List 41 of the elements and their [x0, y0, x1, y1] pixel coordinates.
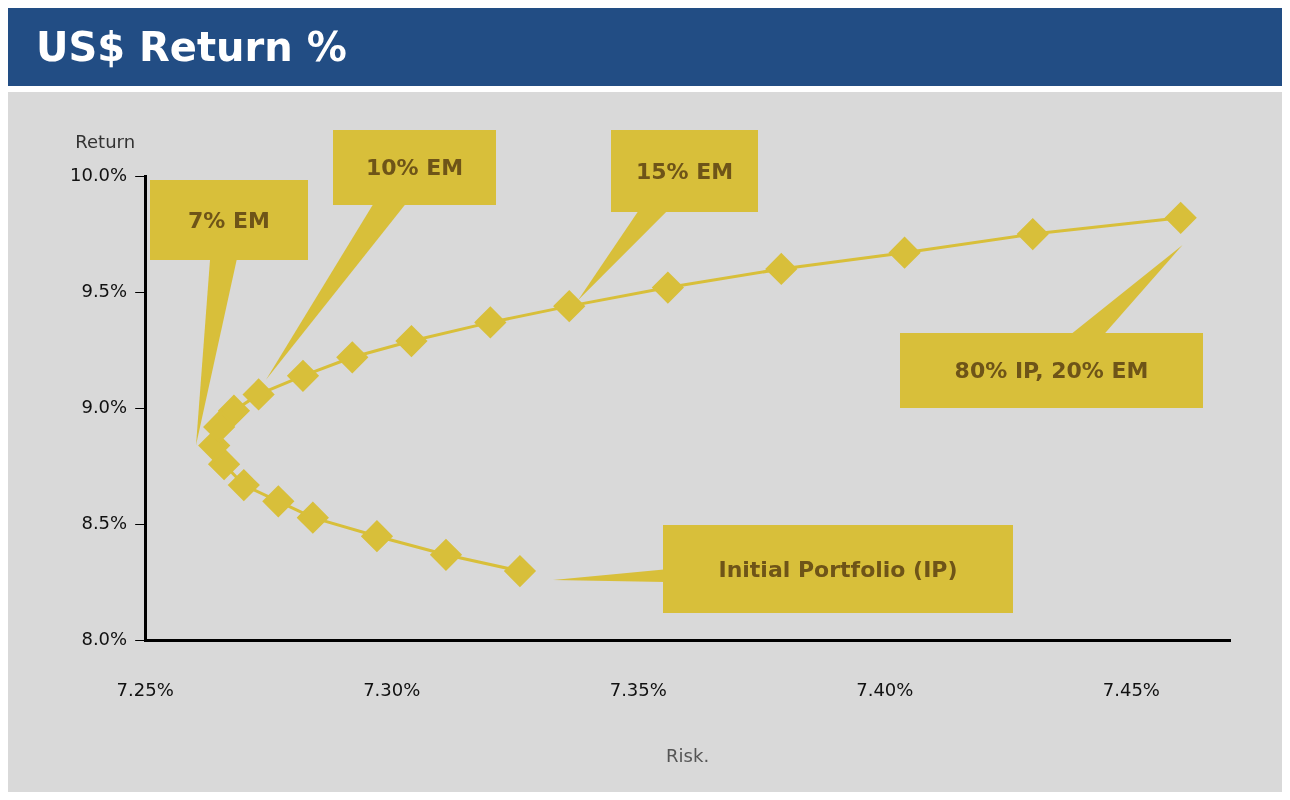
y-axis-title: Return — [75, 130, 136, 152]
callout-box: 15% EM — [611, 130, 758, 212]
y-tick-label: 8.0% — [81, 628, 128, 650]
point — [287, 360, 319, 392]
callout-box: 7% EM — [150, 180, 308, 260]
chart-title: US$ Return % — [8, 8, 1282, 86]
callout-box: 80% IP, 20% EM — [900, 333, 1203, 408]
x-tick-label: 7.40% — [856, 679, 914, 701]
point — [228, 469, 260, 501]
x-axis-title: Risk. — [666, 744, 710, 766]
point — [504, 555, 536, 587]
y-tick-label: 9.0% — [81, 396, 128, 418]
y-tick-label: 9.5% — [81, 279, 128, 301]
point — [765, 253, 797, 285]
x-tick-label: 7.25% — [116, 679, 174, 701]
point — [361, 520, 393, 552]
y-tick-label: 10.0% — [69, 163, 128, 185]
point — [395, 325, 427, 357]
annotation: 80% IP, 20% EM — [954, 358, 1149, 383]
point — [474, 306, 506, 338]
point — [1017, 218, 1049, 250]
point — [208, 448, 240, 480]
annotation: 7% EM — [188, 207, 270, 233]
callout-box: 10% EM — [333, 130, 496, 205]
x-tick-label: 7.35% — [609, 679, 667, 701]
point — [336, 341, 368, 373]
point — [553, 290, 585, 322]
point — [889, 237, 921, 269]
point — [430, 539, 462, 571]
annotation: 10% EM — [365, 155, 464, 180]
x-tick-label: 7.45% — [1102, 679, 1160, 701]
point — [218, 395, 250, 427]
annotation: Initial Portfolio (IP) — [718, 556, 958, 582]
point — [243, 378, 275, 410]
point — [1165, 202, 1197, 234]
annotation: 15% EM — [635, 158, 734, 184]
point — [297, 502, 329, 534]
y-tick-label: 8.5% — [81, 512, 128, 534]
x-tick-label: 7.30% — [363, 679, 421, 701]
point — [262, 485, 294, 517]
point — [652, 272, 684, 304]
